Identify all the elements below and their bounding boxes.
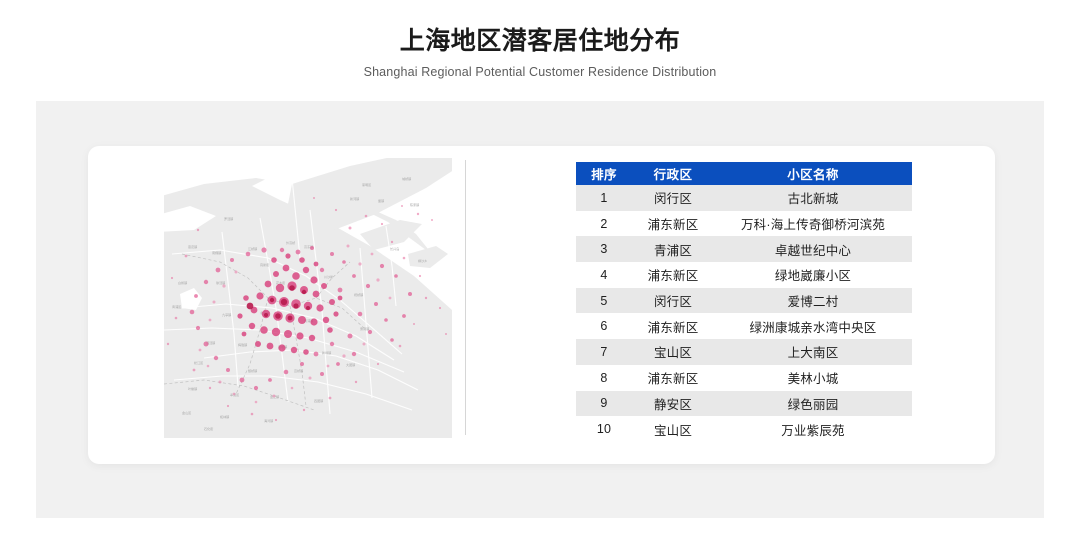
table-row[interactable]: 2 浦东新区 万科·海上传奇御桥河滨苑 [576,210,912,237]
svg-text:江桥镇: 江桥镇 [248,246,257,251]
svg-text:青浦区: 青浦区 [172,304,181,309]
table-row[interactable]: 3 青浦区 卓越世纪中心 [576,236,912,263]
svg-text:九亭镇: 九亭镇 [222,312,231,317]
table-row[interactable]: 4 浦东新区 绿地崴廉小区 [576,262,912,288]
cell-district: 宝山区 [632,416,714,442]
ranking-table-wrap: 排序 行政区 小区名称 1 闵行区 古北新城 2 浦东新区 万科·海上传奇御桥河滨苑 3 青浦… [576,162,912,442]
svg-text:松江区: 松江区 [194,360,203,365]
cell-community: 绿洲康城亲水湾中央区 [714,313,912,340]
svg-text:周浦镇: 周浦镇 [304,318,313,323]
svg-text:花木街: 花木街 [276,280,285,285]
cell-district: 浦东新区 [632,210,714,237]
cell-community: 美林小城 [714,364,912,391]
cell-district: 闵行区 [632,185,714,211]
cell-district: 青浦区 [632,236,714,263]
cell-rank: 8 [576,364,632,391]
table-row[interactable]: 5 闵行区 爱博二村 [576,287,912,314]
column-header-rank[interactable]: 排序 [576,162,632,185]
ranking-table: 排序 行政区 小区名称 1 闵行区 古北新城 2 浦东新区 万科·海上传奇御桥河滨苑 3 青浦… [576,162,912,442]
svg-text:横沙乡: 横沙乡 [418,258,427,263]
cell-district: 浦东新区 [632,262,714,288]
page-heading: 上海地区潜客居住地分布 Shanghai Regional Potential … [0,0,1080,80]
svg-text:堡镇: 堡镇 [378,198,384,203]
column-header-community[interactable]: 小区名称 [714,162,912,185]
cell-community: 古北新城 [714,185,912,211]
cell-rank: 2 [576,210,632,237]
cell-community: 爱博二村 [714,287,912,314]
table-row[interactable]: 10 宝山区 万业紫辰苑 [576,416,912,442]
map-panel[interactable]: 崇明区 城桥镇 堡镇 新河镇 陈家镇 罗泾镇 嘉定镇 南翔镇 江桥镇 真新街 高… [164,158,452,438]
svg-text:陈家镇: 陈家镇 [410,202,419,207]
panel-divider [465,160,466,435]
cell-rank: 4 [576,262,632,288]
svg-text:颛桥镇: 颛桥镇 [248,368,257,373]
cell-rank: 7 [576,339,632,365]
cell-district: 宝山区 [632,339,714,365]
shanghai-density-map-svg[interactable]: 崇明区 城桥镇 堡镇 新河镇 陈家镇 罗泾镇 嘉定镇 南翔镇 江桥镇 真新街 高… [164,158,452,438]
cell-rank: 6 [576,313,632,340]
svg-text:嘉定镇: 嘉定镇 [188,244,197,249]
svg-text:川沙新: 川沙新 [324,274,333,279]
svg-text:城桥镇: 城桥镇 [402,176,411,181]
svg-text:祝桥镇: 祝桥镇 [354,292,363,297]
svg-text:惠南镇: 惠南镇 [360,326,369,331]
svg-text:金山区: 金山区 [182,410,191,415]
svg-text:新河镇: 新河镇 [350,196,359,201]
svg-text:高东镇: 高东镇 [304,244,313,249]
cell-rank: 9 [576,390,632,417]
cell-rank: 1 [576,185,632,211]
cell-community: 绿地崴廉小区 [714,262,912,288]
svg-text:真新街: 真新街 [260,262,269,267]
table-row[interactable]: 9 静安区 绿色丽园 [576,390,912,417]
cell-district: 浦东新区 [632,313,714,340]
content-card: 崇明区 城桥镇 堡镇 新河镇 陈家镇 罗泾镇 嘉定镇 南翔镇 江桥镇 真新街 高… [88,146,995,464]
cell-district: 静安区 [632,390,714,417]
table-row[interactable]: 6 浦东新区 绿洲康城亲水湾中央区 [576,313,912,340]
cell-community: 上大南区 [714,339,912,365]
svg-text:梅陇镇: 梅陇镇 [238,342,247,347]
svg-text:南翔镇: 南翔镇 [212,250,221,255]
cell-community: 卓越世纪中心 [714,236,912,263]
cell-community: 万科·海上传奇御桥河滨苑 [714,210,912,237]
cell-rank: 10 [576,416,632,442]
column-header-district[interactable]: 行政区 [632,162,714,185]
svg-text:四团镇: 四团镇 [314,398,323,403]
cell-community: 绿色丽园 [714,390,912,417]
page-title: 上海地区潜客居住地分布 [399,27,681,55]
svg-text:崇明区: 崇明区 [362,182,371,187]
svg-text:徐泾镇: 徐泾镇 [216,280,225,285]
cell-rank: 5 [576,287,632,314]
cell-district: 浦东新区 [632,364,714,391]
svg-text:泗泾镇: 泗泾镇 [206,340,215,345]
table-header-row: 排序 行政区 小区名称 [576,162,912,185]
svg-text:宣桥镇: 宣桥镇 [294,368,303,373]
svg-text:柘林镇: 柘林镇 [220,414,229,419]
cell-district: 闵行区 [632,287,714,314]
table-row[interactable]: 1 闵行区 古北新城 [576,185,912,211]
svg-text:白鹤镇: 白鹤镇 [178,280,187,285]
cell-community: 万业紫辰苑 [714,416,912,442]
page-subtitle: Shanghai Regional Potential Customer Res… [363,64,717,79]
table-header: 排序 行政区 小区名称 [576,162,912,185]
table-row[interactable]: 8 浦东新区 美林小城 [576,364,912,391]
svg-text:叶榭镇: 叶榭镇 [188,386,197,391]
svg-text:海湾镇: 海湾镇 [264,418,273,423]
svg-text:新场镇: 新场镇 [322,350,331,355]
svg-text:石化街: 石化街 [204,426,213,431]
table-body: 1 闵行区 古北新城 2 浦东新区 万科·海上传奇御桥河滨苑 3 青浦区 卓越世纪中心 4 浦东新区… [576,185,912,442]
cell-rank: 3 [576,236,632,263]
svg-text:外高桥: 外高桥 [286,240,295,245]
table-row[interactable]: 7 宝山区 上大南区 [576,339,912,365]
svg-text:大团镇: 大团镇 [346,362,355,367]
svg-text:长兴岛: 长兴岛 [390,246,399,251]
svg-text:罗泾镇: 罗泾镇 [224,216,233,221]
